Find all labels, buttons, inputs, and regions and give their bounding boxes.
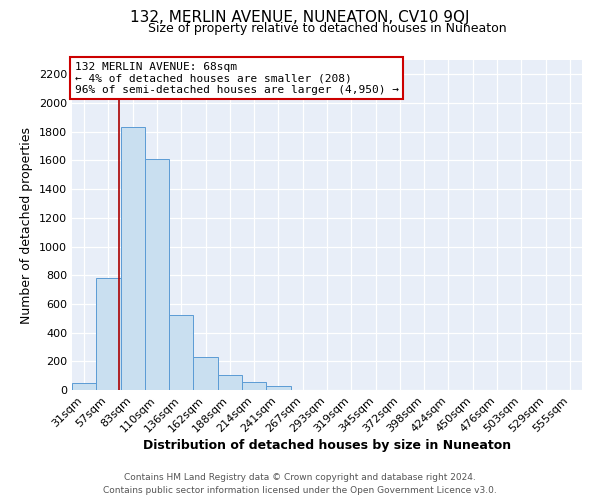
Bar bbox=[193, 357, 218, 390]
Bar bbox=[145, 159, 169, 390]
Bar bbox=[72, 383, 96, 390]
Text: Contains HM Land Registry data © Crown copyright and database right 2024.
Contai: Contains HM Land Registry data © Crown c… bbox=[103, 474, 497, 495]
Bar bbox=[96, 278, 121, 390]
Text: 132, MERLIN AVENUE, NUNEATON, CV10 9QJ: 132, MERLIN AVENUE, NUNEATON, CV10 9QJ bbox=[130, 10, 470, 25]
Bar bbox=[169, 316, 193, 390]
Text: 132 MERLIN AVENUE: 68sqm
← 4% of detached houses are smaller (208)
96% of semi-d: 132 MERLIN AVENUE: 68sqm ← 4% of detache… bbox=[74, 62, 398, 95]
X-axis label: Distribution of detached houses by size in Nuneaton: Distribution of detached houses by size … bbox=[143, 440, 511, 452]
Title: Size of property relative to detached houses in Nuneaton: Size of property relative to detached ho… bbox=[148, 22, 506, 35]
Bar bbox=[242, 382, 266, 390]
Bar bbox=[218, 375, 242, 390]
Bar bbox=[121, 128, 145, 390]
Bar bbox=[266, 386, 290, 390]
Y-axis label: Number of detached properties: Number of detached properties bbox=[20, 126, 34, 324]
